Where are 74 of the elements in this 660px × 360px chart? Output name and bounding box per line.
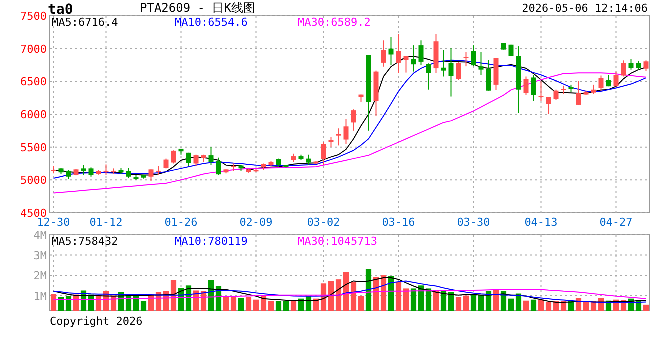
candlestick [104,164,109,176]
candlestick [448,48,454,98]
y-tick-label: 1M [34,290,48,303]
x-tick-label: 04-13 [524,216,558,229]
candlestick [478,52,484,76]
text: Copyright 2026 [50,315,143,328]
candlestick [194,154,199,167]
x-tick-label: 04-27 [600,216,633,229]
line-series [53,289,647,300]
text: MA30:1045713 [298,235,378,248]
text: MA5:758432 [52,235,118,248]
annotation: ta0 [48,2,74,18]
candlestick [81,164,86,176]
candlestick [441,50,446,78]
text: MA30:6589.2 [298,16,371,29]
candlestick [531,74,536,102]
x-tick-label: 03-30 [457,216,490,229]
x-tick-label: 12-30 [37,216,70,229]
candlestick [614,71,619,88]
candlestick [524,76,529,96]
candlestick [456,61,462,81]
candlestick [464,52,469,68]
x-tick-label: 03-02 [307,216,340,229]
text: MA5:6716.4 [52,16,119,29]
candlestick [171,150,176,164]
candlestick [321,142,326,166]
candlestick [148,169,154,182]
x-tick-label: 01-26 [164,216,198,229]
y-tick-label: 4M [34,229,48,242]
x-tick-label: 03-16 [382,216,416,229]
candlestick [418,40,424,66]
candlestick [186,152,192,167]
candlestick [576,80,582,106]
candlestick [111,168,116,175]
text: MA10:780119 [175,235,248,248]
candlestick [336,128,342,146]
candlestick [388,36,394,66]
candlestick [554,89,559,101]
candlestick [208,146,214,166]
candlestick [486,59,492,92]
candlestick [644,60,649,72]
text: MA10:6554.6 [175,16,248,29]
candlestick [404,56,409,74]
y-tick-label: 7000 [20,42,47,56]
candlestick [538,81,544,102]
candlestick [381,40,386,68]
chart-title: PTA2609 - 日K线图 [140,1,256,15]
candlestick [591,84,596,95]
x-tick-label: 01-12 [90,216,123,229]
text: 2026-05-06 12:14:06 [522,2,648,15]
candlestick [598,75,604,92]
y-tick-label: 5500 [20,141,47,154]
candlestick [344,118,349,145]
candlestick [88,167,94,178]
x-tick-label: 02-09 [240,216,273,229]
candlestick [426,63,432,90]
y-tick-label: 6000 [20,108,47,122]
y-tick-label: 3M [34,249,48,262]
candlestick [546,96,552,115]
candlestick [164,158,169,170]
y-tick-label: 2M [34,270,48,283]
candlestick [216,157,222,176]
candlestick [471,45,476,68]
candlestick [628,58,634,70]
candlestick [396,34,402,74]
candlestick [306,154,312,166]
y-tick-label: 6500 [20,76,47,89]
candlestick [411,45,416,72]
y-tick-label: 7500 [20,10,47,23]
candlestick [621,60,626,78]
y-tick-label: 5000 [20,174,47,188]
candlestick [351,109,356,132]
candlestick [328,136,334,148]
candlestick [126,168,132,180]
